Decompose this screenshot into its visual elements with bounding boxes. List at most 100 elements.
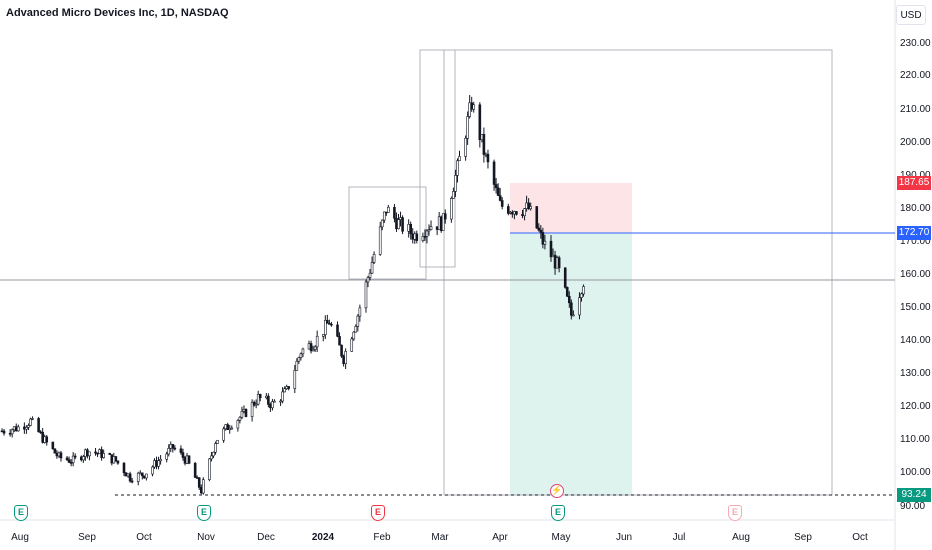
- candle-body: [464, 137, 467, 157]
- candle-body: [31, 418, 34, 420]
- candle-body: [378, 226, 382, 255]
- candle-body: [193, 462, 197, 478]
- candle-body: [212, 451, 215, 457]
- candle-body: [226, 424, 229, 430]
- candle-body: [484, 153, 488, 156]
- candle-body: [256, 394, 260, 405]
- currency-button[interactable]: USD: [896, 5, 926, 25]
- candle-body: [498, 195, 502, 201]
- candle-body: [478, 104, 482, 141]
- candle-body: [45, 436, 49, 443]
- candle-body: [12, 426, 16, 431]
- candle-body: [328, 323, 331, 325]
- candle-body: [153, 460, 156, 468]
- chart-title: Advanced Micro Devices Inc, 1D, NASDAQ: [6, 7, 229, 19]
- candle-body: [387, 206, 390, 213]
- candle-body: [254, 403, 258, 406]
- candle-body: [228, 428, 232, 430]
- time-axis-label: 2024: [311, 532, 335, 543]
- candle-body: [43, 436, 47, 443]
- candle-body: [364, 281, 368, 309]
- candle-body: [240, 411, 244, 418]
- candle-body: [155, 460, 158, 467]
- candle-body: [563, 267, 567, 288]
- candle-body: [549, 240, 553, 258]
- candle-body: [578, 297, 581, 316]
- candle-body: [411, 233, 415, 240]
- candle-body: [126, 473, 130, 477]
- time-axis-label: Mar: [431, 532, 449, 543]
- candle-body: [486, 153, 490, 163]
- candle-body: [208, 458, 211, 480]
- candle-body: [521, 214, 524, 217]
- target-price-tag: 93.24: [897, 488, 931, 502]
- candle-body: [480, 134, 484, 141]
- candle-body: [515, 211, 518, 215]
- candle-body: [41, 431, 44, 443]
- candle-body: [173, 447, 177, 450]
- price-axis-label: 210.00: [900, 104, 931, 115]
- candle-body: [309, 343, 313, 352]
- candle-body: [252, 401, 256, 406]
- earnings-icon[interactable]: E: [14, 505, 28, 521]
- candle-body: [2, 430, 6, 434]
- candle-body: [567, 295, 571, 304]
- entry-price-tag: 172.70: [897, 226, 931, 240]
- candle-body: [429, 226, 433, 230]
- candle-body: [67, 459, 71, 463]
- candle-body: [439, 216, 443, 231]
- candle-body: [293, 370, 297, 389]
- time-axis-label: Dec: [257, 532, 275, 543]
- candle-body: [407, 224, 410, 232]
- candle-body: [210, 455, 213, 460]
- lightning-icon[interactable]: ⚡: [550, 484, 564, 498]
- candle-body: [171, 444, 175, 449]
- candle-body: [580, 293, 583, 298]
- candle-body: [185, 455, 189, 464]
- candle-body: [167, 448, 171, 455]
- candle-body: [582, 286, 585, 295]
- candle-body: [281, 391, 284, 402]
- candle-body: [84, 449, 87, 457]
- time-axis-label: Oct: [136, 532, 152, 543]
- earnings-icon[interactable]: E: [371, 505, 385, 521]
- candle-body: [267, 395, 270, 405]
- candle-body: [470, 102, 474, 110]
- candle-body: [271, 401, 274, 409]
- candle-body: [323, 320, 327, 335]
- earnings-icon[interactable]: E: [728, 505, 742, 521]
- price-axis-label: 160.00: [900, 269, 931, 280]
- time-axis-label: Jul: [672, 532, 686, 543]
- candle-body: [382, 211, 386, 221]
- earnings-icon[interactable]: E: [197, 505, 211, 521]
- candle-body: [543, 240, 547, 245]
- candle-body: [370, 262, 374, 274]
- candle-body: [179, 448, 183, 453]
- candle-body: [356, 315, 360, 327]
- candle-body: [273, 400, 276, 403]
- range-box-feb-mar: [419, 49, 456, 268]
- candle-body: [0, 430, 4, 433]
- time-axis-label: Oct: [852, 532, 868, 543]
- candle-body: [441, 213, 445, 231]
- candle-body: [513, 211, 516, 215]
- candle-body: [511, 211, 514, 215]
- time-axis-label: May: [551, 532, 571, 543]
- earnings-icon[interactable]: E: [551, 505, 565, 521]
- candle-body: [458, 156, 461, 162]
- candle-body: [340, 344, 343, 357]
- candle-body: [102, 453, 105, 458]
- candle-body: [427, 229, 431, 232]
- candle-body: [16, 426, 20, 432]
- candle-body: [393, 206, 396, 219]
- candlestick-series: [0, 94, 585, 495]
- candle-body: [69, 462, 73, 464]
- candle-body: [124, 472, 128, 477]
- candle-body: [114, 456, 118, 462]
- candle-body: [311, 349, 315, 352]
- candle-body: [372, 253, 376, 263]
- candle-body: [307, 343, 311, 350]
- candle-body: [297, 357, 301, 362]
- candle-body: [565, 287, 569, 297]
